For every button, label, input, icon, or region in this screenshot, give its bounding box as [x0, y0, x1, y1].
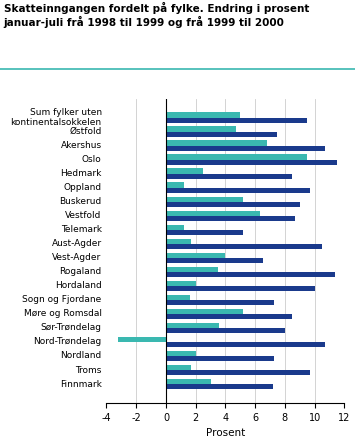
Bar: [166, 267, 218, 272]
Bar: [166, 146, 325, 151]
Bar: [166, 160, 337, 165]
Bar: [166, 244, 322, 249]
Bar: [166, 384, 273, 389]
Bar: [166, 295, 190, 300]
Bar: [166, 174, 292, 179]
Bar: [166, 224, 184, 230]
X-axis label: Prosent: Prosent: [206, 428, 245, 439]
Bar: [166, 379, 211, 384]
Legend: 1998-1999, 1999-2000: 1998-1999, 1999-2000: [142, 444, 309, 448]
Bar: [166, 286, 315, 291]
Bar: [166, 238, 191, 244]
Bar: [166, 112, 240, 118]
Bar: [166, 188, 310, 193]
Bar: [166, 280, 196, 286]
Bar: [166, 342, 325, 347]
Bar: [166, 253, 225, 258]
Text: Skatteinngangen fordelt på fylke. Endring i prosent
januar-juli frå 1998 til 199: Skatteinngangen fordelt på fylke. Endrin…: [4, 2, 309, 28]
Bar: [118, 336, 166, 342]
Bar: [166, 202, 300, 207]
Bar: [166, 155, 307, 160]
Bar: [166, 309, 243, 314]
Bar: [166, 118, 307, 123]
Bar: [166, 300, 274, 305]
Bar: [166, 351, 196, 356]
Bar: [166, 370, 310, 375]
Bar: [166, 258, 263, 263]
Bar: [166, 168, 203, 174]
Bar: [166, 356, 274, 362]
Bar: [166, 328, 285, 333]
Bar: [166, 211, 260, 216]
Bar: [166, 132, 278, 137]
Bar: [166, 314, 292, 319]
Bar: [166, 140, 267, 146]
Bar: [166, 182, 184, 188]
Bar: [166, 272, 335, 277]
Bar: [166, 216, 295, 221]
Bar: [166, 197, 243, 202]
Bar: [166, 365, 191, 370]
Bar: [166, 323, 219, 328]
Bar: [166, 230, 243, 235]
Bar: [166, 126, 236, 132]
